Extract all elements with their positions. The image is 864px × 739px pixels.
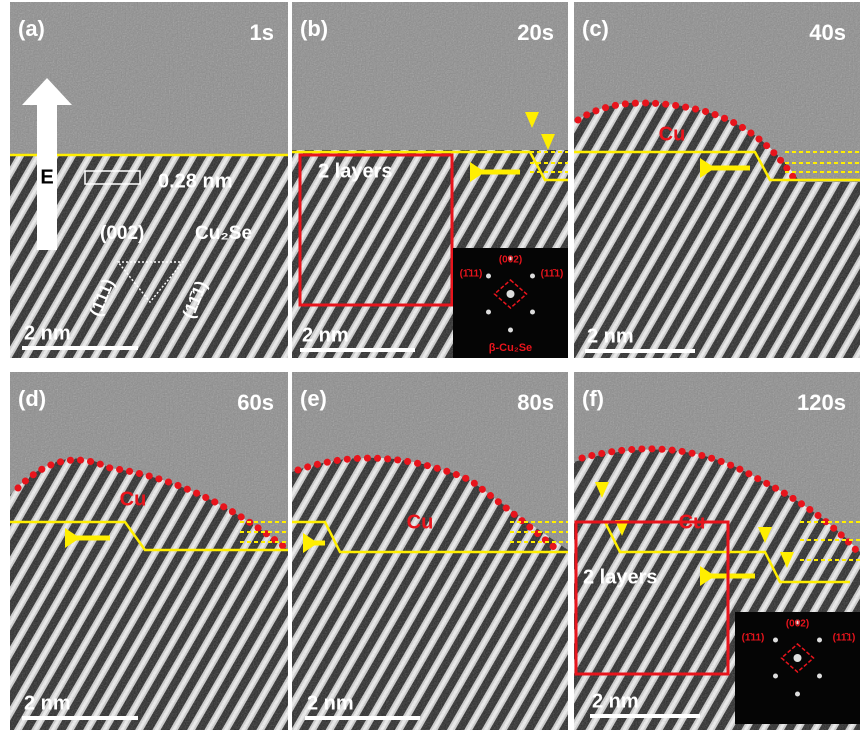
fft-spot — [486, 273, 491, 279]
fft-spot — [530, 273, 535, 279]
fft-spot — [508, 255, 513, 261]
panel: 2 layers (002) (1̄11) (11̄1) β-Cu₂Se 2 nm (b) 2… — [292, 2, 568, 358]
layer-box — [298, 153, 454, 307]
cu-boundary — [574, 99, 799, 184]
field-label: E — [40, 166, 53, 188]
layer-box — [574, 520, 730, 676]
interface-line — [292, 150, 568, 182]
panel: Cu 2 nm (d) 60s — [10, 372, 288, 730]
scale-bar-label: 2 nm — [24, 322, 71, 344]
fft-spot — [530, 309, 535, 315]
fft-spot — [773, 637, 778, 643]
interface-line — [292, 520, 568, 554]
step-marker — [758, 527, 772, 543]
step-marker — [780, 552, 794, 568]
noise — [292, 2, 568, 150]
scale-bar-label: 2 nm — [24, 692, 71, 714]
fft-spot — [508, 327, 513, 333]
cu-label: Cu — [407, 511, 434, 533]
panel: 2 layers Cu (002) (1̄11) (11̄1) 2 nm (f) 120s — [574, 372, 860, 730]
spacing-label: 0.28 nm — [158, 170, 232, 192]
time-label: 120s — [797, 390, 846, 415]
layers-label: 2 layers — [318, 160, 393, 182]
cu-label: Cu — [679, 511, 706, 533]
interface-line — [574, 150, 860, 182]
scale-bar-label: 2 nm — [307, 692, 354, 714]
time-label: 60s — [237, 390, 274, 415]
unit-triangle — [116, 261, 185, 304]
fft-diamond — [493, 279, 528, 309]
panel-label: (b) — [300, 16, 328, 41]
panel-label: (d) — [18, 386, 46, 411]
scale-bar-label: 2 nm — [302, 324, 349, 346]
fft-label: (002) — [499, 255, 522, 266]
scale-bar-label: 2 nm — [592, 690, 639, 712]
scale-bar-label: 2 nm — [587, 325, 634, 347]
fft-inset — [453, 248, 568, 358]
fft-spot — [795, 619, 800, 625]
time-label: 20s — [517, 20, 554, 45]
panel-label: (c) — [582, 16, 609, 41]
panel: E 0.28 nm(002) Cu₂Se(1̄11) (11̄1)2 nm(a) 1s — [10, 2, 288, 358]
fft-spot — [506, 290, 515, 298]
fft-spot — [793, 654, 802, 662]
step-marker — [525, 112, 539, 128]
panel-label: (a) — [18, 16, 45, 41]
panel: Cu 2 nm (e) 80s — [292, 372, 568, 730]
fft-label: (1̄11) — [742, 633, 765, 644]
fft-spot — [795, 691, 800, 697]
step-marker — [595, 482, 609, 498]
fft-label: (002) — [786, 619, 809, 630]
time-label: 40s — [809, 20, 846, 45]
panel-label: (e) — [300, 386, 327, 411]
cu-label: Cu — [120, 488, 147, 510]
step-marker — [541, 134, 555, 150]
panel-label: (f) — [582, 386, 604, 411]
cu-label: Cu — [659, 123, 686, 145]
field-arrow — [22, 78, 72, 250]
amorphous-noise — [292, 2, 568, 150]
plane-label: (002) — [100, 223, 144, 244]
fft-spot — [817, 673, 822, 679]
fft-label: (11̄1) — [833, 633, 856, 644]
fft-inset — [735, 612, 860, 724]
time-label: 1s — [250, 20, 274, 45]
time-label: 80s — [517, 390, 554, 415]
cu-boundary — [14, 456, 288, 554]
fft-caption: β-Cu₂Se — [489, 342, 532, 354]
step-marker — [615, 520, 629, 536]
fft-label: (1̄11) — [460, 269, 483, 280]
fft-label: (11̄1) — [541, 269, 564, 280]
panel: Cu 2 nm (c) 40s — [574, 2, 860, 358]
layers-label: 2 layers — [583, 566, 658, 588]
fft-spot — [486, 309, 491, 315]
cu-boundary — [578, 445, 860, 554]
fft-spot — [773, 673, 778, 679]
interface-line — [10, 520, 288, 552]
spacing-box — [84, 170, 141, 185]
phase-label: Cu₂Se — [195, 223, 252, 244]
fft-spot — [817, 637, 822, 643]
fft-diamond — [780, 643, 815, 673]
